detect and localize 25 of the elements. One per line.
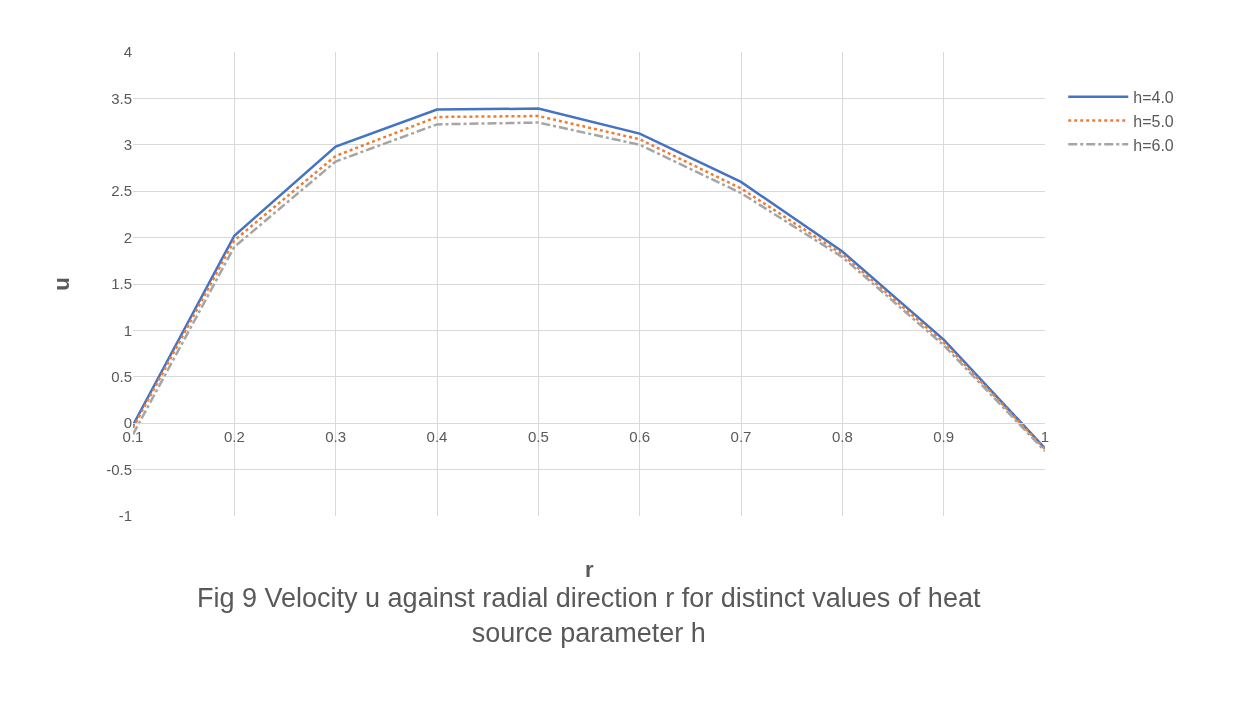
y-tick-label: -0.5 (106, 460, 132, 478)
y-tick-label: 1 (123, 321, 132, 339)
x-tick-label: 0.4 (426, 428, 448, 446)
legend-label: h=5.0 (1133, 112, 1174, 130)
legend-label: h=4.0 (1133, 88, 1174, 106)
y-tick-label: 0.5 (111, 368, 132, 386)
y-tick-label: -1 (118, 507, 132, 525)
y-tick-label: 1.5 (111, 275, 132, 293)
x-tick-label: 0.8 (831, 428, 853, 446)
x-tick-label: 0.7 (730, 428, 752, 446)
x-tick-label: 0.3 (325, 428, 347, 446)
x-tick-label: 0.5 (527, 428, 549, 446)
caption: Fig 9 Velocity u against radial direction r for distinct values of heat source parameter h (197, 583, 981, 649)
y-tick-label: 2 (123, 228, 132, 246)
x-tick-label: 0.2 (223, 428, 245, 446)
x-tick-label: 1 (1040, 428, 1050, 446)
y-tick-label: 3 (123, 136, 132, 154)
x-tick-label: 0.6 (629, 428, 651, 446)
legend-label: h=6.0 (1133, 136, 1174, 154)
y-tick-label: 2.5 (111, 182, 132, 200)
y-tick-label: 4 (123, 43, 132, 61)
y-axis-title: u (48, 277, 74, 291)
x-axis-title: r (585, 557, 594, 582)
y-tick-label: 3.5 (111, 89, 132, 107)
x-tick-label: 0.9 (933, 428, 955, 446)
